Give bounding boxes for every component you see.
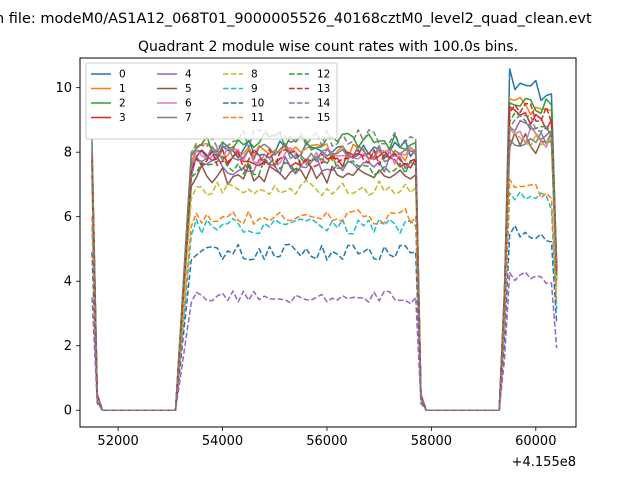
x-tick-label: 60000 xyxy=(515,434,556,449)
legend-box xyxy=(85,62,338,140)
legend-label-6: 6 xyxy=(185,98,192,110)
legend-label-0: 0 xyxy=(119,69,126,81)
legend-label-12: 12 xyxy=(317,69,330,81)
x-tick-label: 52000 xyxy=(97,434,138,449)
legend-label-7: 7 xyxy=(185,112,192,124)
y-tick-label: 4 xyxy=(64,275,72,290)
legend-label-15: 15 xyxy=(317,112,330,124)
legend-label-9: 9 xyxy=(251,83,258,95)
legend-label-2: 2 xyxy=(119,98,126,110)
legend-label-5: 5 xyxy=(185,83,192,95)
y-tick-label: 2 xyxy=(64,339,72,354)
y-tick-label: 0 xyxy=(64,404,72,419)
x-tick-label: 56000 xyxy=(306,434,347,449)
legend-label-4: 4 xyxy=(185,69,192,81)
x-tick-label: 54000 xyxy=(202,434,243,449)
legend-label-10: 10 xyxy=(251,98,264,110)
axes-layer: 52000 54000 56000 58000 60000 0 2 4 6 8 10 xyxy=(55,81,556,449)
y-tick-label: 6 xyxy=(64,210,72,225)
legend-label-1: 1 xyxy=(119,83,126,95)
series-layer xyxy=(91,68,558,411)
legend-label-11: 11 xyxy=(251,112,264,124)
y-tick-label: 10 xyxy=(55,81,72,96)
chart-title: Quadrant 2 module wise count rates with … xyxy=(138,39,518,55)
x-offset-label: +4.155e8 xyxy=(512,455,576,470)
legend-label-8: 8 xyxy=(251,69,258,81)
plot-frame xyxy=(79,57,577,428)
legend-label-3: 3 xyxy=(119,112,126,124)
figure-suptitle: n file: modeM0/AS1A12_068T01_9000005526_… xyxy=(0,11,592,27)
y-tick-label: 8 xyxy=(64,146,72,161)
legend-label-13: 13 xyxy=(317,83,330,95)
x-tick-label: 58000 xyxy=(411,434,452,449)
legend-label-14: 14 xyxy=(317,98,331,110)
